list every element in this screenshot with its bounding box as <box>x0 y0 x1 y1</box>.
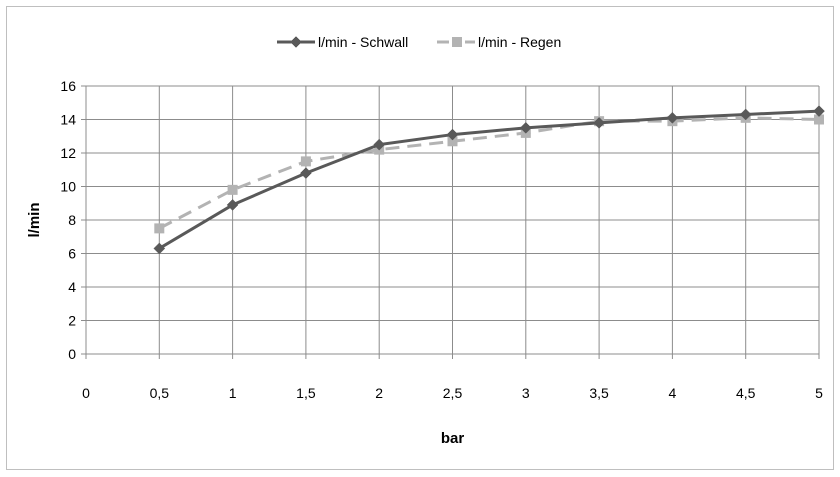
legend: l/min - Schwall l/min - Regen <box>277 34 561 50</box>
series-line <box>158 116 820 230</box>
gridlines <box>81 85 820 359</box>
y-tick-label: 16 <box>60 78 76 94</box>
legend-marker <box>290 36 302 48</box>
data-point <box>154 223 165 234</box>
y-tick-label: 14 <box>60 112 76 128</box>
data-point <box>447 136 458 147</box>
y-tick-labels: 0 2 4 6 8 10 12 14 16 <box>60 78 76 362</box>
series-line <box>158 109 820 250</box>
y-tick-label: 0 <box>68 346 76 362</box>
series-schwall <box>153 105 825 255</box>
x-tick-label: 5 <box>815 385 823 401</box>
y-axis-title: l/min <box>26 202 43 237</box>
chart-frame <box>6 6 834 470</box>
x-tick-label: 2,5 <box>443 385 463 401</box>
data-point <box>373 138 386 151</box>
legend-entry-schwall: l/min - Schwall <box>277 34 408 50</box>
data-point <box>813 105 825 117</box>
x-tick-label: 3,5 <box>589 385 609 401</box>
y-tick-label: 2 <box>68 313 76 329</box>
x-tick-label: 3 <box>522 385 530 401</box>
x-tick-label: 2 <box>375 385 383 401</box>
y-tick-label: 8 <box>68 212 76 228</box>
data-point <box>153 242 166 255</box>
legend-entry-regen: l/min - Regen <box>437 34 561 50</box>
data-point <box>814 114 824 125</box>
y-tick-label: 12 <box>60 145 76 161</box>
y-tick-label: 4 <box>68 279 76 295</box>
data-point <box>226 199 239 211</box>
y-tick-label: 6 <box>68 246 76 262</box>
x-tick-label: 4,5 <box>736 385 756 401</box>
x-tick-label: 0,5 <box>150 385 170 401</box>
y-tick-label: 10 <box>60 179 76 195</box>
legend-label: l/min - Schwall <box>318 34 408 50</box>
x-tick-label: 0 <box>82 385 90 401</box>
legend-marker <box>452 37 462 47</box>
series-group <box>153 105 825 255</box>
x-tick-label: 4 <box>669 385 677 401</box>
x-axis-title: bar <box>441 430 465 447</box>
data-point <box>300 167 312 179</box>
data-point <box>227 184 238 195</box>
data-point <box>519 122 532 134</box>
data-point <box>300 156 311 167</box>
data-point <box>666 111 679 124</box>
legend-label: l/min - Regen <box>478 34 561 50</box>
x-tick-labels: 0 0,5 1 1,5 2 2,5 3 3,5 4 4,5 5 <box>82 385 823 401</box>
data-point <box>446 128 459 141</box>
data-point <box>739 108 752 121</box>
x-tick-label: 1,5 <box>296 385 316 401</box>
axes <box>85 86 819 355</box>
data-point <box>593 116 605 129</box>
x-tick-label: 1 <box>229 385 237 401</box>
